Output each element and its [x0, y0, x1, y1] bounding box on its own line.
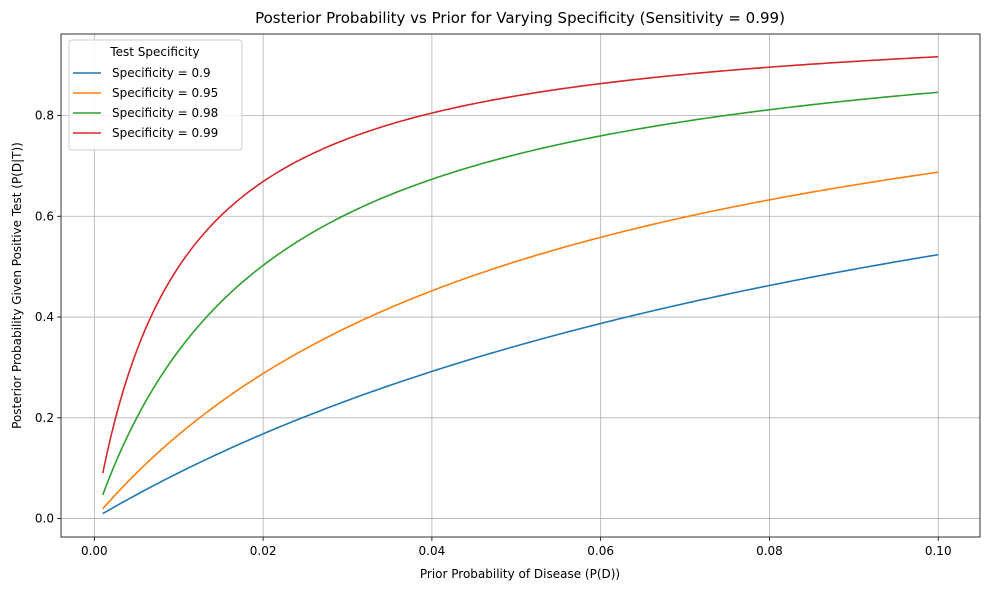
- legend-label: Specificity = 0.9: [112, 66, 211, 80]
- x-tick-label: 0.10: [925, 544, 952, 558]
- x-tick-label: 0.08: [756, 544, 783, 558]
- y-tick-label: 0.2: [35, 411, 54, 425]
- series-line-2: [102, 91, 939, 496]
- y-tick-label: 0.4: [35, 310, 54, 324]
- legend-title: Test Specificity: [109, 45, 199, 59]
- y-tick-label: 0.8: [35, 109, 54, 123]
- chart-title: Posterior Probability vs Prior for Varyi…: [255, 9, 785, 27]
- series-line-3: [101, 55, 939, 474]
- series-lines: [101, 55, 939, 515]
- x-tick-label: 0.02: [250, 544, 277, 558]
- grid: [61, 34, 980, 537]
- series-line-0: [102, 253, 939, 515]
- y-axis: 0.0 0.2 0.4 0.6 0.8: [35, 109, 61, 526]
- x-axis-label: Prior Probability of Disease (P(D)): [420, 567, 620, 581]
- series-line-1: [102, 171, 939, 510]
- y-tick-label: 0.6: [35, 209, 54, 223]
- legend-label: Specificity = 0.99: [112, 126, 218, 140]
- plot-frame: [60, 33, 981, 538]
- x-tick-label: 0.00: [81, 544, 108, 558]
- legend-box: [68, 39, 243, 151]
- y-tick-label: 0.0: [35, 512, 54, 526]
- x-tick-label: 0.04: [419, 544, 446, 558]
- x-axis: 0.00 0.02 0.04 0.06 0.08 0.10: [81, 537, 952, 558]
- legend-label: Specificity = 0.98: [112, 106, 218, 120]
- legend-label: Specificity = 0.95: [112, 86, 218, 100]
- y-axis-label: Posterior Probability Given Positive Tes…: [10, 142, 24, 429]
- legend: Test Specificity Specificity = 0.9 Specif…: [68, 39, 243, 151]
- x-tick-label: 0.06: [587, 544, 614, 558]
